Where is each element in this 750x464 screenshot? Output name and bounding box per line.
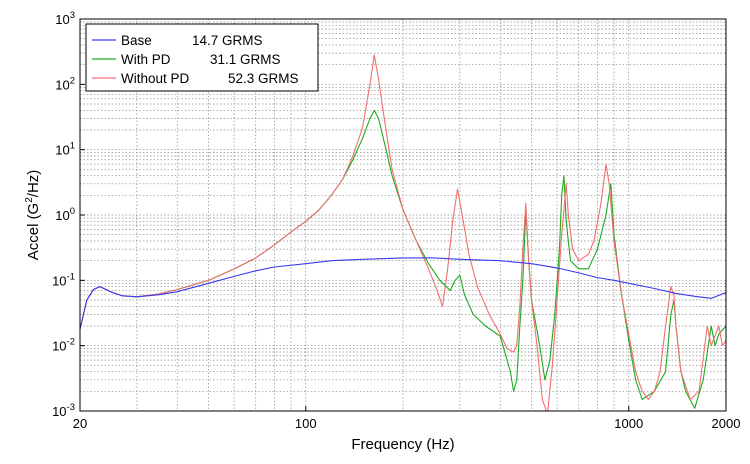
x-tick-label: 2000: [712, 416, 741, 431]
legend-entry-rms: 31.1 GRMS: [210, 52, 281, 67]
y-tick-label: 100: [55, 206, 75, 223]
legend: Base 14.7 GRMS With PD 31.1 GRMS Without PD 5…: [85, 23, 319, 92]
legend-entry-rms: 14.7 GRMS: [192, 33, 263, 48]
series-group: [80, 54, 726, 411]
grid: [80, 19, 726, 411]
y-tick-label: 10-2: [52, 337, 75, 354]
legend-entry-name: Without PD: [121, 71, 190, 86]
y-tick-label: 101: [55, 141, 75, 158]
y-tick-label: 10-3: [52, 402, 75, 419]
legend-entry-name: With PD: [121, 52, 171, 67]
series-line-base: [80, 257, 726, 330]
y-tick-label: 102: [55, 75, 75, 92]
y-axis-label: Accel (G2/Hz): [24, 170, 42, 261]
x-tick-label: 100: [295, 416, 317, 431]
y-tick-label: 103: [55, 10, 75, 27]
ticks: 20 100 1000 2000 10-3 10-2 10-1 100 101 102 103: [52, 10, 740, 431]
x-tick-label: 1000: [614, 416, 643, 431]
x-axis-label: Frequency (Hz): [351, 436, 454, 453]
legend-entry-rms: 52.3 GRMS: [228, 71, 299, 86]
legend-entry-name: Base: [121, 33, 152, 48]
legend-box: [85, 23, 319, 92]
x-tick-label: 20: [73, 416, 87, 431]
y-axis-label-superscript: 2: [24, 197, 35, 203]
series-line-without-pd: [80, 54, 726, 411]
y-tick-label: 10-1: [52, 271, 75, 288]
